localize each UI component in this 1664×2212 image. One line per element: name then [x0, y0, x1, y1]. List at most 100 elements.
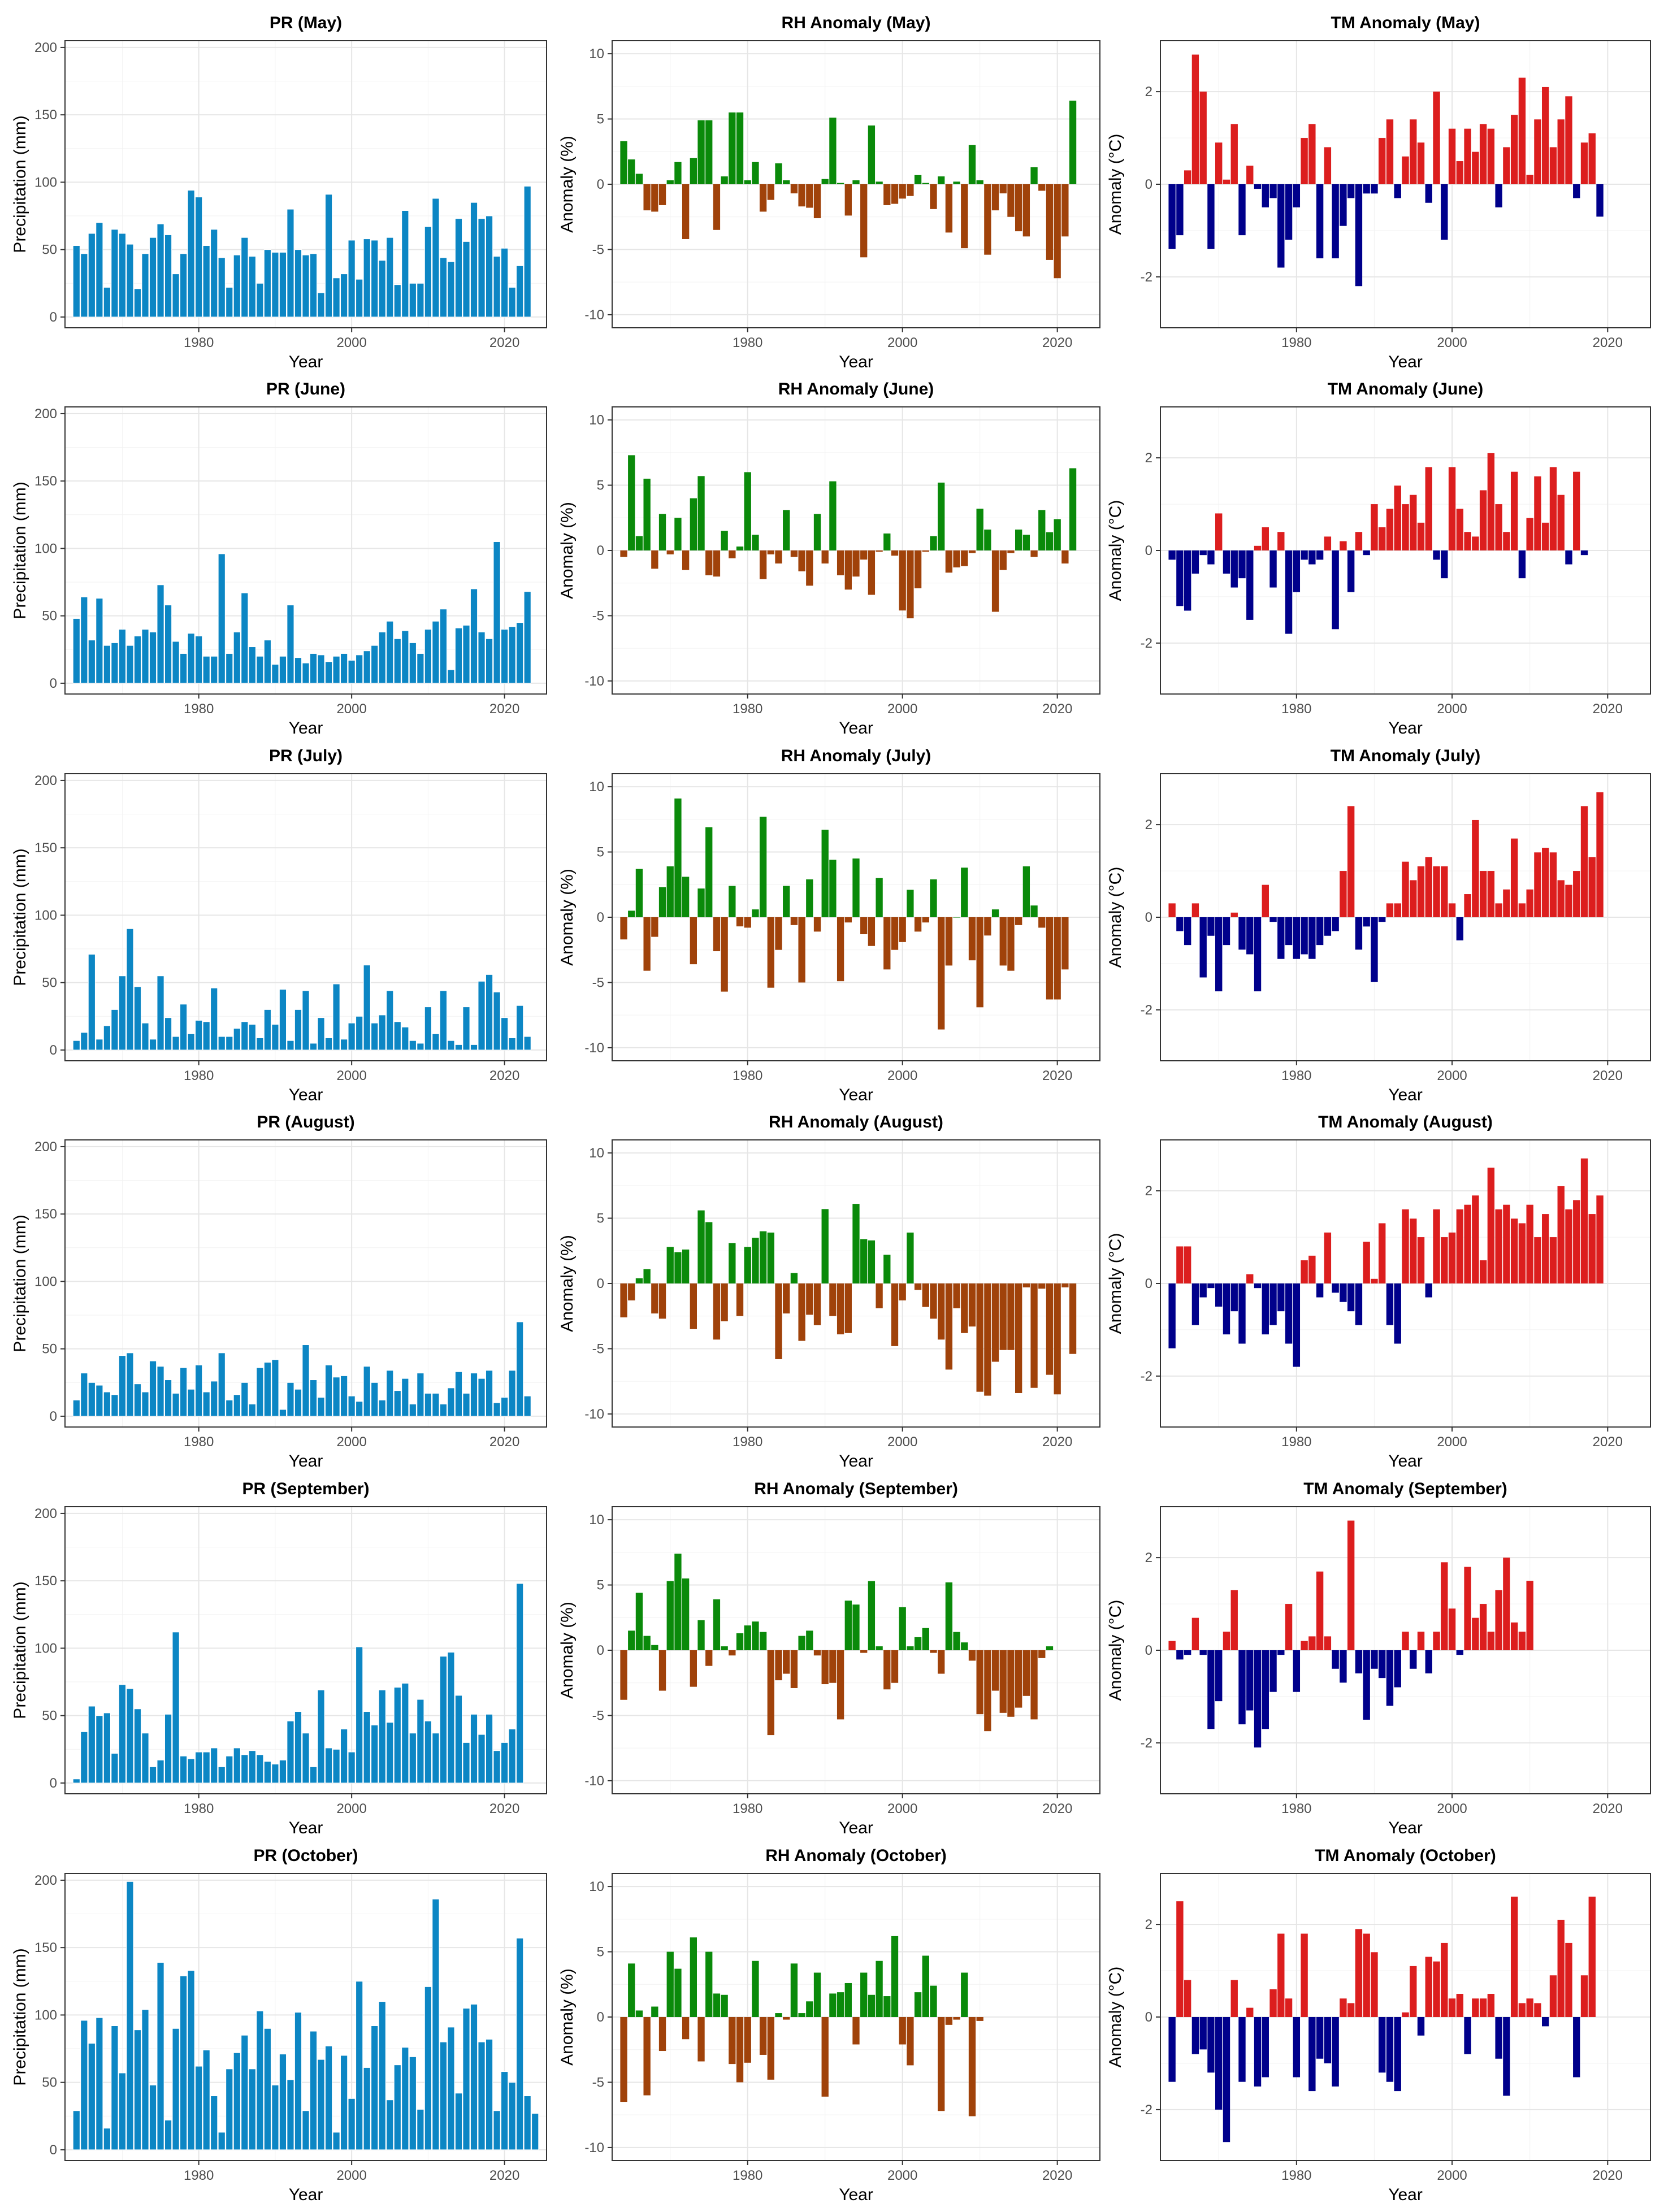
bar — [658, 1650, 666, 1691]
bar — [953, 2017, 960, 2020]
bar — [508, 1370, 516, 1417]
bar — [279, 2054, 287, 2150]
bar — [447, 1040, 455, 1051]
bar — [643, 1269, 651, 1283]
panel-title: TM Anomaly (July) — [1331, 747, 1481, 765]
bar — [899, 184, 906, 199]
bar — [783, 886, 790, 917]
bar — [1069, 468, 1077, 550]
bar — [690, 917, 697, 965]
y-tick-label: 0 — [50, 1409, 57, 1424]
bar — [1510, 471, 1518, 550]
y-tick-label: -2 — [1141, 2102, 1152, 2118]
bar — [1308, 1636, 1316, 1650]
bar — [1448, 1232, 1456, 1283]
bar — [767, 1232, 774, 1283]
bar — [759, 2017, 767, 2055]
bar — [1316, 1571, 1324, 1650]
bar — [976, 1650, 983, 1715]
bar — [1030, 905, 1038, 917]
bar — [930, 1985, 937, 2017]
bar — [976, 917, 983, 1008]
bar — [294, 2012, 302, 2150]
bar — [837, 1992, 844, 2017]
bar — [1347, 1520, 1355, 1650]
bar — [1394, 903, 1401, 917]
bar — [852, 180, 860, 184]
bar — [1269, 184, 1277, 198]
bar — [1557, 880, 1565, 917]
bar — [294, 1009, 302, 1051]
bar — [806, 879, 813, 917]
bar — [302, 990, 310, 1051]
chart-panel: 0 50 100 150 200 1980 2000 2020 PR (May) Year Prec… — [11, 14, 547, 371]
bar — [263, 1009, 271, 1051]
bar — [195, 1020, 203, 1051]
bar — [1223, 550, 1230, 574]
x-tick-label: 2020 — [1042, 701, 1072, 717]
panel-title: PR (July) — [269, 747, 343, 765]
bar — [1472, 151, 1479, 184]
bar — [690, 1650, 697, 1687]
bar — [829, 481, 837, 550]
bar — [1402, 1632, 1409, 1650]
bar — [1565, 1942, 1572, 2017]
bar — [103, 1712, 111, 1784]
bar — [736, 547, 744, 550]
bar — [1285, 184, 1293, 240]
chart-panel: -10 -5 0 5 10 1980 2000 2020 RH Anomaly (October… — [558, 1846, 1100, 2204]
bar — [1347, 1283, 1355, 1312]
bar — [1262, 1650, 1269, 1729]
bar — [462, 1007, 470, 1051]
bar — [1316, 917, 1324, 945]
bar — [133, 986, 142, 1051]
bar — [1410, 119, 1417, 184]
bar — [202, 245, 210, 318]
bar — [1371, 504, 1378, 550]
bar — [829, 860, 837, 917]
x-tick-label: 2000 — [1437, 2168, 1467, 2183]
bar — [883, 533, 891, 550]
bar — [501, 1742, 509, 1784]
bar — [1230, 1283, 1238, 1312]
bar — [1238, 184, 1246, 236]
bar — [1191, 550, 1199, 574]
bar — [829, 1993, 837, 2017]
bar — [516, 265, 524, 318]
y-axis-label: Anomaly (%) — [558, 1602, 577, 1699]
bar — [752, 1961, 759, 2017]
bar — [1246, 166, 1254, 184]
y-tick-label: 150 — [34, 1207, 57, 1222]
x-tick-label: 2020 — [489, 335, 519, 350]
x-axis-label: Year — [289, 1452, 323, 1471]
bar — [1534, 1237, 1541, 1283]
bar — [485, 1714, 493, 1784]
bar — [393, 1390, 401, 1417]
x-tick-label: 1980 — [1281, 335, 1311, 350]
bar — [226, 1036, 233, 1051]
bar — [1402, 1209, 1409, 1283]
x-axis-label: Year — [1388, 1086, 1423, 1104]
bar — [744, 180, 751, 184]
x-tick-label: 2000 — [887, 1434, 917, 1450]
bar — [1596, 184, 1604, 217]
bar — [938, 1283, 945, 1340]
bar — [1487, 871, 1495, 917]
panel-title: TM Anomaly (May) — [1331, 14, 1480, 32]
panel-frame — [64, 1139, 547, 1428]
bar — [256, 1754, 264, 1784]
bar — [1542, 86, 1549, 184]
bar — [386, 1370, 394, 1417]
bar — [523, 1036, 531, 1051]
bar — [126, 1352, 134, 1417]
bar — [883, 1996, 891, 2017]
bar — [876, 1961, 883, 2017]
bar — [233, 1747, 241, 1784]
bar — [1425, 1283, 1432, 1298]
bar — [721, 1646, 728, 1650]
bar — [378, 1689, 386, 1784]
bar — [961, 1283, 968, 1333]
bar — [837, 1283, 844, 1335]
bar — [1456, 1209, 1464, 1283]
bar — [1199, 2017, 1207, 2050]
